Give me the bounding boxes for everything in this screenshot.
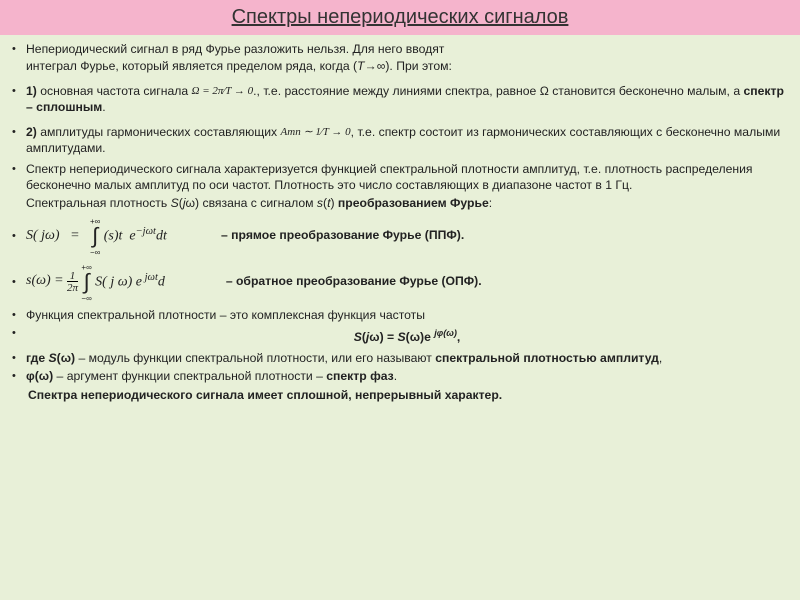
bullet-dot: • — [12, 228, 26, 244]
bullet-dot: • — [12, 41, 26, 57]
para-3-text: 2) амплитуды гармонических составляющих … — [26, 124, 788, 157]
para-8-text: φ(ω) – аргумент функции спектральной пло… — [26, 368, 788, 384]
para-4-text: Спектр непериодического сигнала характер… — [26, 161, 788, 194]
bullet-dot: • — [12, 350, 26, 366]
formula-forward-row: • S( jω) = +∞ ∫ −∞ (s)t e−jωtdt – прямое… — [12, 215, 788, 257]
formula-forward: S( jω) = +∞ ∫ −∞ (s)t e−jωtdt – прямое п… — [26, 215, 788, 257]
formula-amn: Amn ∼ 1⁄T → 0 — [281, 125, 351, 140]
formula-inverse-row: • s(ω) = 1 2π +∞ ∫ −∞ S( j ω) e jωtd – о… — [12, 261, 788, 303]
center-formula: S(jω) = S(ω)e jφ(ω), — [26, 327, 788, 346]
para-7-text: где S(ω) – модуль функции спектральной п… — [26, 350, 788, 366]
forward-label: – прямое преобразование Фурье (ППФ). — [221, 228, 464, 242]
bullet-dot: • — [12, 368, 26, 384]
para-3: • 2) амплитуды гармонических составляющи… — [12, 124, 788, 157]
bullet-dot: • — [12, 161, 26, 194]
inverse-label: – обратное преобразование Фурье (ОПФ). — [226, 274, 482, 288]
para-5: Спектральная плотность S(jω) связана с с… — [26, 195, 788, 211]
bullet-dot: • — [12, 124, 26, 157]
title-bar: Спектры непериодических сигналов — [0, 0, 800, 35]
para-1b: интеграл Фурье, который является предело… — [26, 58, 788, 74]
bullet-dot: • — [12, 325, 26, 348]
para-6-text: Функция спектральной плотности – это ком… — [26, 307, 788, 323]
bullet-dot: • — [12, 307, 26, 323]
para-1: • Непериодический сигнал в ряд Фурье раз… — [12, 41, 788, 57]
bullet-dot: • — [12, 274, 26, 290]
para-7: • где S(ω) – модуль функции спектральной… — [12, 350, 788, 366]
page-title: Спектры непериодических сигналов — [232, 6, 569, 28]
center-formula-row: • S(jω) = S(ω)e jφ(ω), — [12, 325, 788, 348]
final-statement: Спектра непериодического сигнала имеет с… — [28, 387, 788, 403]
para-4: • Спектр непериодического сигнала характ… — [12, 161, 788, 194]
para-2: • 1) основная частота сигнала Ω = 2π⁄T →… — [12, 83, 788, 116]
formula-inverse: s(ω) = 1 2π +∞ ∫ −∞ S( j ω) e jωtd – обр… — [26, 261, 788, 303]
para-1-text: Непериодический сигнал в ряд Фурье разло… — [26, 41, 788, 57]
para-6: • Функция спектральной плотности – это к… — [12, 307, 788, 323]
formula-omega: Ω = 2π⁄T → 0 — [192, 84, 254, 99]
para-8: • φ(ω) – аргумент функции спектральной п… — [12, 368, 788, 384]
content-area: • Непериодический сигнал в ряд Фурье раз… — [0, 35, 800, 411]
bullet-dot: • — [12, 83, 26, 116]
para-2-text: 1) основная частота сигнала Ω = 2π⁄T → 0… — [26, 83, 788, 116]
